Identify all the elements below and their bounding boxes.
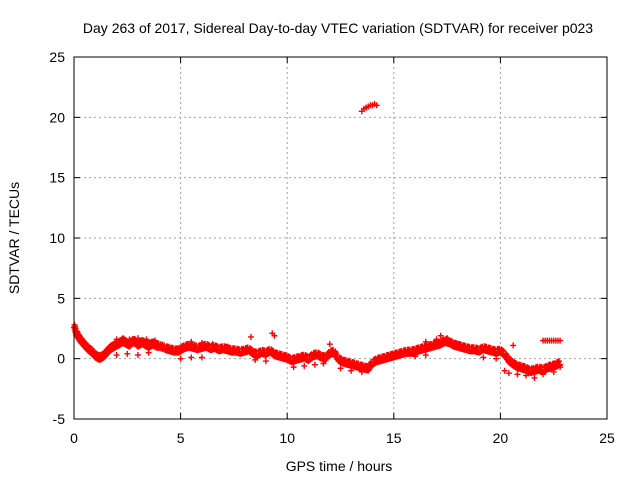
data-point [152,337,159,344]
y-tick-label: 10 [49,230,65,246]
data-point [113,336,120,343]
axis-ticks [73,56,608,420]
x-axis-label: GPS time / hours [286,458,393,474]
data-point [373,102,380,109]
data-point [209,341,216,348]
data-point [134,335,141,342]
data-point [550,368,557,375]
data-point [269,347,276,354]
data-point [499,347,506,354]
x-tick-labels: 0 5 10 15 20 25 [70,430,615,446]
y-axis-label: SDTVAR / TECUs [6,182,22,294]
data-point [134,352,141,359]
data-point [247,346,254,353]
data-point [188,354,195,361]
data-point [412,353,419,360]
x-tick-label: 0 [70,430,78,446]
y-tick-labels: -5 0 5 10 15 20 25 [49,49,65,427]
data-point [198,354,205,361]
data-point [301,362,308,369]
data-point [320,360,327,367]
x-tick-label: 15 [386,430,402,446]
data-point [224,343,231,350]
data-point [557,337,564,344]
series-lower-band [113,349,564,381]
data-point [145,349,152,356]
data-point [124,350,131,357]
data-point [348,367,355,374]
data-point [177,355,184,362]
data-point [505,370,512,377]
data-points [71,101,564,381]
data-point [262,358,269,365]
data-point [422,338,429,345]
data-point [337,365,344,372]
data-point [522,372,529,379]
data-point [493,355,500,362]
x-tick-label: 25 [599,430,615,446]
data-point [508,356,515,363]
data-point [510,342,517,349]
x-tick-label: 20 [493,430,509,446]
data-point [290,364,297,371]
data-point [480,354,487,361]
data-point [437,332,444,339]
series-main [71,321,564,377]
data-point [252,356,259,363]
data-point [113,352,120,359]
data-point [556,358,563,365]
data-point [311,361,318,368]
data-point [514,371,521,378]
data-point [358,368,365,375]
data-point [126,336,133,343]
series-isolated-arc [358,101,380,115]
data-point [540,371,547,378]
data-point [501,367,508,374]
data-point [531,374,538,381]
data-point [143,336,150,343]
y-tick-label: 0 [57,351,65,367]
data-point [271,332,278,339]
data-point [198,339,205,346]
data-point [557,364,564,371]
y-tick-label: 25 [49,49,65,65]
x-tick-label: 10 [279,430,295,446]
y-tick-label: -5 [53,411,66,427]
data-point [247,333,254,340]
data-point [444,335,451,342]
data-point [326,341,333,348]
y-tick-label: 20 [49,109,65,125]
data-point [433,336,440,343]
x-tick-label: 5 [177,430,185,446]
y-tick-label: 5 [57,290,65,306]
series-offset-segment [540,337,564,344]
data-point [422,352,429,359]
data-point [465,343,472,350]
data-point [120,335,127,342]
series-upper-band [113,330,517,350]
data-point [454,341,461,348]
y-tick-label: 15 [49,170,65,186]
chart-title: Day 263 of 2017, Sidereal Day-to-day VTE… [83,20,593,36]
data-point [188,338,195,345]
